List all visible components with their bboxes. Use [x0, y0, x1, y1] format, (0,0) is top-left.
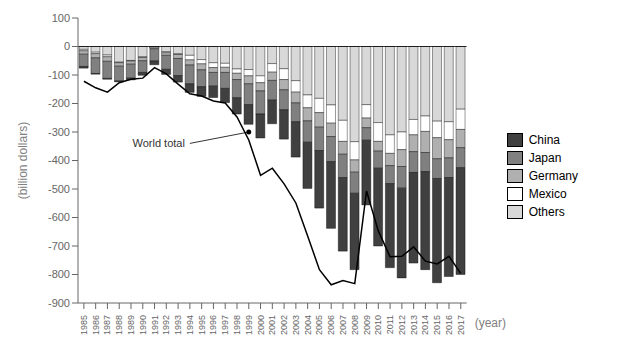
svg-text:2009: 2009 [362, 315, 372, 335]
svg-text:2016: 2016 [444, 315, 454, 335]
svg-text:0: 0 [64, 40, 70, 52]
svg-text:1987: 1987 [102, 315, 112, 335]
svg-text:1988: 1988 [114, 315, 124, 335]
svg-text:2003: 2003 [291, 315, 301, 335]
svg-text:-700: -700 [48, 240, 70, 252]
svg-text:2001: 2001 [267, 315, 277, 335]
svg-text:1999: 1999 [244, 315, 254, 335]
svg-text:1990: 1990 [138, 315, 148, 335]
svg-text:-800: -800 [48, 268, 70, 280]
svg-text:2000: 2000 [256, 315, 266, 335]
svg-text:World total: World total [133, 137, 185, 149]
svg-text:-400: -400 [48, 154, 70, 166]
svg-text:(year): (year) [475, 316, 506, 330]
svg-text:-200: -200 [48, 97, 70, 109]
svg-text:-500: -500 [48, 183, 70, 195]
svg-text:-300: -300 [48, 126, 70, 138]
svg-text:1997: 1997 [220, 315, 230, 335]
svg-text:2014: 2014 [420, 315, 430, 335]
svg-text:2013: 2013 [409, 315, 419, 335]
svg-text:2010: 2010 [373, 315, 383, 335]
html-text:Germany: Germany [528, 169, 578, 183]
svg-text:1992: 1992 [161, 315, 171, 335]
svg-text:-900: -900 [48, 297, 70, 309]
svg-text:1986: 1986 [91, 315, 101, 335]
svg-text:2004: 2004 [303, 315, 313, 335]
svg-text:-100: -100 [48, 69, 70, 81]
svg-text:1985: 1985 [79, 315, 89, 335]
svg-text:2011: 2011 [385, 315, 395, 334]
svg-text:100: 100 [52, 12, 70, 24]
svg-text:2015: 2015 [432, 315, 442, 335]
svg-text:2002: 2002 [279, 315, 289, 335]
svg-text:2007: 2007 [338, 315, 348, 335]
svg-text:2017: 2017 [456, 315, 466, 335]
svg-text:1996: 1996 [208, 315, 218, 335]
html-text:Others: Others [528, 205, 565, 219]
svg-text:(billion dollars): (billion dollars) [16, 122, 30, 199]
svg-text:1989: 1989 [126, 315, 136, 335]
svg-text:1993: 1993 [173, 315, 183, 335]
svg-text:1998: 1998 [232, 315, 242, 335]
svg-text:2008: 2008 [350, 315, 360, 335]
svg-text:1994: 1994 [185, 315, 195, 335]
html-text:Mexico: Mexico [528, 187, 567, 201]
svg-text:1991: 1991 [150, 315, 160, 335]
html-text:Japan: Japan [528, 151, 562, 165]
html-text:China: China [528, 133, 560, 147]
svg-text:2006: 2006 [326, 315, 336, 335]
svg-text:2005: 2005 [314, 315, 324, 335]
svg-text:2012: 2012 [397, 315, 407, 335]
svg-text:-600: -600 [48, 211, 70, 223]
svg-text:1995: 1995 [197, 315, 207, 335]
